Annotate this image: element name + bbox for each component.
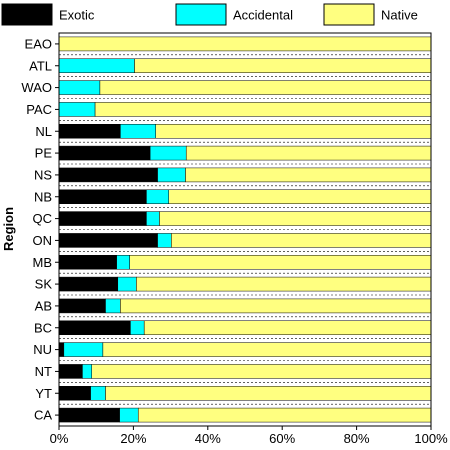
bar-accidental-ca (119, 407, 139, 423)
y-tick-label: ON (33, 233, 53, 248)
bar-accidental-wao (58, 80, 101, 95)
bar-exotic-nb (58, 189, 147, 204)
plot-frame (58, 32, 432, 427)
bar-exotic-ab (58, 298, 106, 314)
legend-swatch-exotic (1, 3, 53, 26)
bar-accidental-nl (120, 124, 156, 139)
bar-native-mb (129, 255, 432, 270)
bar-exotic-mb (58, 255, 117, 270)
bar-native-atl (134, 58, 432, 73)
y-tick-label: SK (35, 277, 53, 292)
bar-native-sk (136, 276, 432, 292)
y-tick-label: CA (34, 408, 52, 423)
y-tick-label: ATL (29, 58, 52, 73)
bar-native-ab (120, 298, 432, 314)
x-tick-label: 100% (414, 431, 448, 446)
bar-native-qc (159, 211, 432, 226)
bar-accidental-bc (130, 320, 145, 335)
bar-accidental-pe (149, 145, 187, 161)
y-tick-label: NS (34, 167, 52, 182)
bar-native-pac (94, 102, 432, 117)
bar-native-nt (91, 364, 432, 379)
bar-native-nl (155, 124, 432, 139)
bar-exotic-ca (58, 407, 120, 423)
bar-exotic-sk (58, 276, 119, 292)
bar-native-wao (99, 80, 432, 95)
plot-area (58, 32, 432, 427)
bar-native-on (171, 233, 432, 248)
bar-accidental-pac (58, 102, 96, 117)
y-tick-label: NB (34, 189, 52, 204)
bar-exotic-yt (58, 386, 91, 401)
bar-accidental-nu (63, 342, 104, 357)
bar-native-nb (168, 189, 432, 204)
y-tick-label: BC (34, 320, 52, 335)
bar-accidental-qc (146, 211, 160, 226)
x-tick-label: 40% (195, 431, 221, 446)
bar-accidental-ns (157, 167, 186, 183)
x-tick-label: 80% (344, 431, 370, 446)
y-tick-label: QC (33, 211, 53, 226)
bar-exotic-ns (58, 167, 158, 183)
bar-exotic-nl (58, 124, 121, 139)
bar-exotic-bc (58, 320, 131, 335)
bar-exotic-nt (58, 364, 83, 379)
y-tick-label: EAO (25, 36, 52, 51)
bar-accidental-on (157, 233, 172, 248)
bar-exotic-nu (58, 342, 65, 357)
bar-native-bc (143, 320, 432, 335)
y-tick-label: PE (35, 146, 53, 161)
legend-swatch-accidental (175, 3, 227, 26)
bar-accidental-nb (146, 189, 169, 204)
bar-native-ca (137, 407, 432, 423)
y-tick-label: NU (33, 342, 52, 357)
y-tick-label: PAC (26, 102, 52, 117)
bar-accidental-ab (105, 298, 121, 314)
x-axis: 0% 20% 40% 60% 80% 100% (50, 426, 448, 446)
legend-label-native: Native (381, 8, 418, 23)
bar-exotic-on (58, 233, 158, 248)
legend-label-exotic: Exotic (59, 8, 95, 23)
y-tick-label: YT (35, 386, 52, 401)
bar-native-pe (185, 145, 432, 161)
x-tick-label: 0% (50, 431, 69, 446)
x-tick-label: 60% (269, 431, 295, 446)
y-axis-title: Region (1, 207, 16, 251)
bar-accidental-mb (116, 255, 130, 270)
legend: Exotic Accidental Native (1, 3, 418, 26)
y-axis: EAO ATL WAO PAC NL PE NS NB QC ON MB SK AB BC NU NT YT CA (21, 36, 59, 423)
y-tick-label: MB (33, 255, 53, 270)
y-tick-label: NL (35, 124, 52, 139)
y-tick-label: NT (35, 364, 52, 379)
legend-swatch-native (323, 3, 375, 26)
bar-native-eao (58, 36, 432, 52)
bar-exotic-pe (58, 145, 151, 161)
y-tick-label: AB (35, 298, 52, 313)
bar-accidental-yt (90, 386, 106, 401)
y-tick-label: WAO (21, 80, 52, 95)
bar-accidental-atl (58, 58, 135, 73)
bar-native-ns (185, 167, 432, 183)
bar-native-nu (102, 342, 432, 357)
bar-accidental-nt (82, 364, 92, 379)
x-tick-label: 20% (120, 431, 146, 446)
bar-native-yt (105, 386, 432, 401)
bar-accidental-sk (117, 276, 137, 292)
legend-label-accidental: Accidental (233, 8, 293, 23)
bar-exotic-qc (58, 211, 147, 226)
